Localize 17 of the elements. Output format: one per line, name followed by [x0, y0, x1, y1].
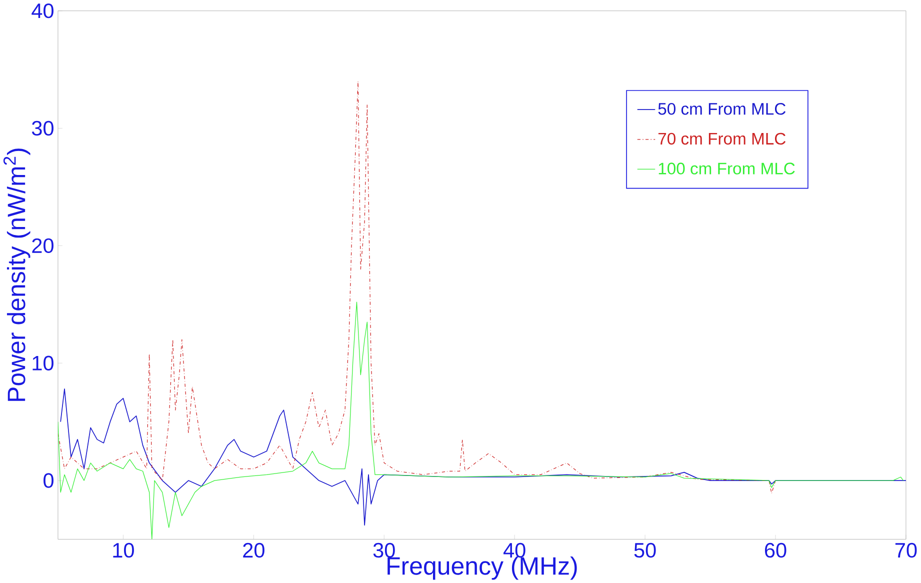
x-tick-label: 40: [503, 542, 526, 558]
x-tick-label: 60: [764, 542, 786, 558]
x-tick-label: 50: [634, 542, 656, 558]
x-tick-label: 10: [113, 542, 134, 558]
y-tick-label: 20: [32, 238, 54, 253]
y-tick-label: 30: [32, 120, 54, 136]
x-tick-label: 20: [243, 542, 264, 558]
legend-label: 50 cm From MLC: [658, 102, 786, 115]
y-tick-label: 10: [32, 356, 54, 370]
y-axis-title: Power density (nW/m$^{2}$): [3, 148, 30, 401]
x-tick-label: 70: [895, 542, 917, 558]
legend-label: 70 cm From MLC: [658, 132, 786, 144]
legend-label: 100 cm From MLC: [658, 162, 795, 174]
y-tick-label: 0: [44, 473, 54, 488]
x-tick-label: 30: [373, 542, 395, 558]
x-axis-title: Frequency (MHz): [388, 556, 577, 580]
y-tick-label: 40: [32, 3, 54, 18]
